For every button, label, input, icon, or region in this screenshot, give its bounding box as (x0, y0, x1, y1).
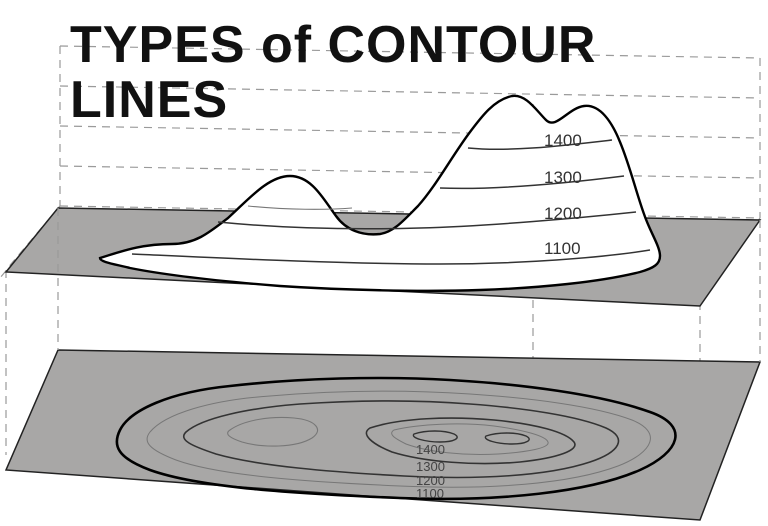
elevation-labels-map: 1400 1300 1200 1100 (416, 442, 445, 501)
title-line2: LINES (70, 71, 228, 129)
label-1100: 1100 (544, 239, 581, 258)
page-title: TYPES of CONTOUR LINES (70, 18, 596, 127)
label-1300: 1300 (544, 168, 582, 187)
map-label-1300: 1300 (416, 459, 445, 474)
label-1200: 1200 (544, 204, 582, 223)
map-label-1400: 1400 (416, 442, 445, 457)
label-1400: 1400 (544, 131, 582, 150)
title-line1-b: of (261, 16, 312, 74)
title-line1-a: TYPES (70, 16, 246, 74)
map-label-1100: 1100 (416, 486, 444, 501)
diagram-stage: 1400 1300 1200 1100 1400 1300 1200 1 (0, 0, 768, 526)
title-line1-c: CONTOUR (328, 16, 597, 74)
